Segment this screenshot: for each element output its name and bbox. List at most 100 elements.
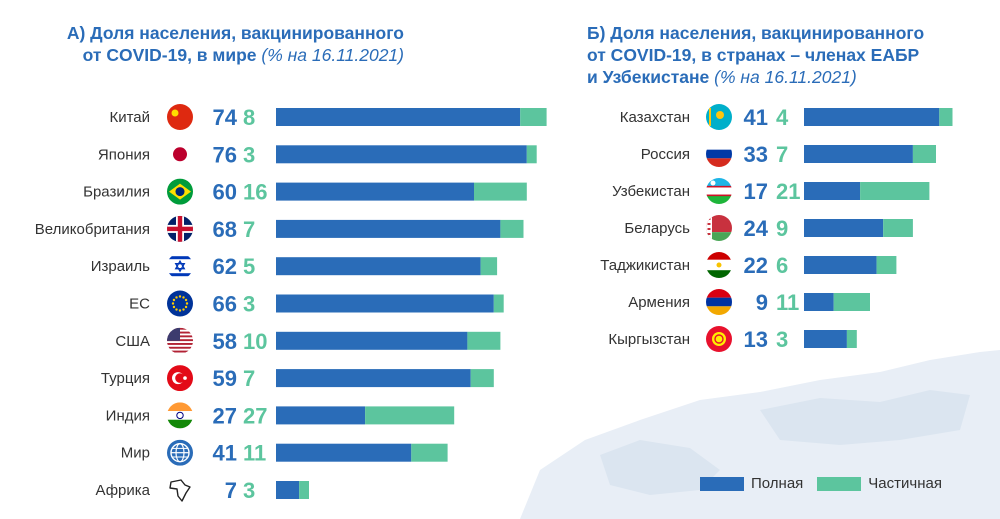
- partial-value-label: 3: [243, 142, 255, 167]
- category-label: ЕС: [129, 296, 150, 313]
- full-value-label: 59: [213, 366, 237, 391]
- icon-part: [172, 305, 176, 309]
- partial-value-label: 4: [776, 105, 789, 130]
- partial-bar: [474, 182, 527, 201]
- panel-b-bars: Казахстан 41 4 Россия 33 7 Узбекистан 17 21 Белар…: [600, 104, 953, 352]
- icon-body: [167, 365, 193, 392]
- icon-part: [177, 215, 183, 242]
- full-value-label: 41: [744, 105, 768, 130]
- full-bar: [804, 182, 861, 200]
- icon-part: [171, 452, 189, 454]
- flag-russia-icon: [706, 141, 732, 167]
- bar-row: Китай 74 8: [109, 104, 547, 130]
- category-label: Великобритания: [35, 221, 150, 238]
- full-value-label: 22: [744, 253, 768, 278]
- icon-body: [706, 289, 732, 315]
- flag-eu-icon: [167, 290, 193, 317]
- flag-japan-icon: [167, 141, 193, 168]
- icon-part: [706, 141, 732, 150]
- partial-bar: [365, 406, 455, 425]
- category-label: Казахстан: [620, 109, 690, 126]
- icon-part: [167, 350, 193, 353]
- bar-row: ЕС 66 3: [129, 290, 504, 317]
- icon-part: [707, 223, 711, 225]
- full-value-label: 9: [756, 290, 768, 315]
- icon-part: [167, 290, 193, 317]
- full-value-label: 60: [213, 180, 237, 205]
- icon-body: [167, 402, 193, 429]
- partial-bar: [493, 294, 504, 313]
- icon-part: [171, 109, 179, 117]
- flag-kyrgyzstan-icon: [706, 326, 732, 352]
- bar-row: Россия 33 7: [641, 141, 936, 167]
- category-label: Таджикистан: [600, 257, 690, 274]
- icon-part: [176, 411, 184, 420]
- partial-value-label: 9: [776, 216, 788, 241]
- partial-value-label: 3: [776, 327, 788, 352]
- icon-part: [706, 252, 732, 260]
- partial-value-label: 27: [243, 403, 267, 428]
- flag-tajikistan-icon: [706, 252, 732, 278]
- partial-bar: [467, 331, 501, 350]
- icon-part: [167, 343, 193, 345]
- full-value-label: 68: [213, 217, 237, 242]
- full-value-label: 33: [744, 142, 768, 167]
- icon-body: [169, 479, 191, 502]
- icon-body: [706, 252, 732, 278]
- full-bar: [276, 257, 481, 276]
- bar-row: Африка 7 3: [96, 478, 309, 503]
- flag-israel-icon: [167, 253, 193, 280]
- partial-value-label: 7: [243, 366, 255, 391]
- bar-row: Израиль 62 5: [91, 253, 498, 280]
- bar-row: Турция 59 7: [101, 365, 494, 392]
- icon-part: [175, 296, 178, 299]
- globe-icon: [167, 439, 193, 466]
- icon-body: [167, 178, 193, 205]
- full-bar: [276, 443, 412, 462]
- flag-uk-icon: [167, 215, 193, 242]
- partial-bar: [470, 369, 494, 388]
- icon-part: [706, 306, 732, 315]
- partial-bar: [833, 293, 870, 311]
- bar-row: Кыргызстан 13 3: [608, 326, 857, 352]
- icon-part: [173, 147, 187, 162]
- icon-part: [174, 259, 186, 273]
- full-value-label: 24: [744, 216, 769, 241]
- icon-body: [706, 178, 732, 204]
- icon-part: [707, 233, 711, 235]
- bar-row: Индия 27 27: [106, 402, 455, 429]
- icon-part: [182, 308, 185, 311]
- icon-part: [167, 419, 193, 429]
- flag-turkey-icon: [167, 365, 193, 392]
- bar-row: Казахстан 41 4: [620, 104, 953, 130]
- bar-row: Беларусь 24 9: [624, 215, 913, 241]
- full-bar: [276, 145, 527, 164]
- flag-uzbekistan-icon: [706, 178, 732, 204]
- full-value-label: 62: [213, 254, 237, 279]
- icon-part: [167, 346, 193, 349]
- icon-part: [707, 228, 711, 230]
- category-label: Индия: [106, 407, 150, 424]
- africa-icon: [169, 479, 191, 502]
- category-label: Узбекистан: [612, 183, 690, 200]
- icon-part: [175, 308, 178, 311]
- icon-part: [714, 334, 724, 344]
- legend-partial-swatch: [817, 476, 862, 491]
- full-value-label: 41: [213, 441, 237, 466]
- legend: Полная Частичная: [700, 475, 942, 492]
- full-bar: [804, 256, 877, 274]
- legend-full-label: Полная: [751, 475, 804, 492]
- partial-bar: [299, 481, 309, 499]
- icon-part: [169, 479, 191, 502]
- icon-body: [167, 439, 193, 466]
- icon-body: [167, 253, 193, 280]
- icon-part: [706, 149, 732, 159]
- category-label: Китай: [109, 109, 150, 126]
- partial-bar: [500, 219, 524, 238]
- category-label: Армения: [628, 294, 690, 311]
- legend-full-swatch: [700, 476, 744, 491]
- icon-body: [706, 215, 732, 241]
